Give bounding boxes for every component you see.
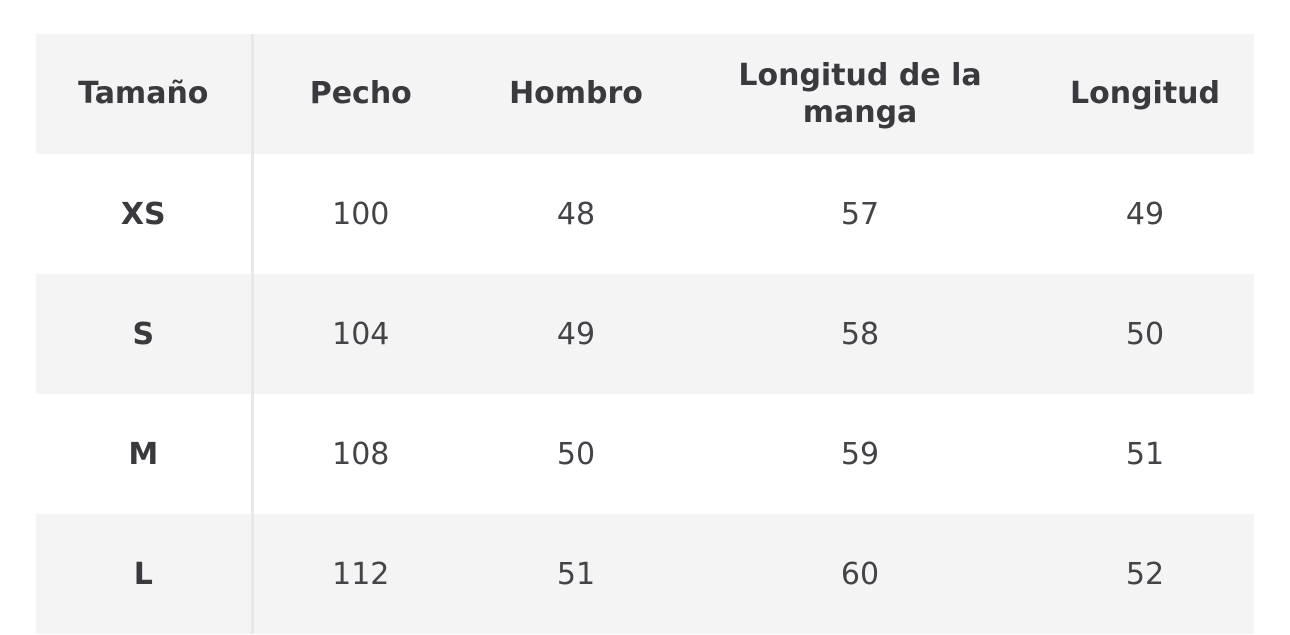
measure-cell: 100: [332, 196, 390, 232]
column-header: Longitud: [1036, 34, 1254, 154]
column-header-text: Longitud de la manga: [738, 57, 982, 131]
measure-cell: 112: [332, 556, 390, 592]
measure-cell: 48: [556, 196, 596, 232]
column-header: Hombro: [468, 34, 684, 154]
measure-cell: 51: [556, 556, 596, 592]
header-row: Tamaño Pecho Hombro Longitud de la manga Lon…: [36, 34, 1254, 154]
size-table: Tamaño Pecho Hombro Longitud de la manga Lon…: [36, 34, 1256, 634]
measure-cell: 52: [1125, 556, 1165, 592]
size-cell: XS: [36, 154, 254, 274]
measure-cell: 60: [840, 556, 880, 592]
measure-cell: 57: [840, 196, 880, 232]
column-header: Tamaño: [36, 34, 254, 154]
measure-cell: 49: [1125, 196, 1165, 232]
measure-cell: 58: [840, 316, 880, 352]
column-header: Longitud de la manga: [684, 34, 1036, 154]
size-row: S 104 49 58 50: [36, 274, 1254, 394]
measure-cell: 49: [556, 316, 596, 352]
measure-cell: 108: [332, 436, 390, 472]
size-row: L 112 51 60 52: [36, 514, 1254, 634]
column-header-text: Tamaño: [78, 76, 209, 112]
measure-cell: 50: [556, 436, 596, 472]
measure-cell: 104: [332, 316, 390, 352]
size-cell: L: [36, 514, 254, 634]
size-table-container: Tamaño Pecho Hombro Longitud de la manga Lon…: [36, 34, 1254, 634]
column-header-text: Pecho: [309, 76, 412, 112]
measure-cell: 59: [840, 436, 880, 472]
size-cell: M: [36, 394, 254, 514]
column-header-text: Longitud: [1069, 76, 1220, 112]
measure-cell: 50: [1125, 316, 1165, 352]
table-body: XS 100 48 57 49 S 104 49 58 50 M 108 50 59 51 L 112 51 60 5…: [36, 154, 1254, 634]
measure-cell: 51: [1125, 436, 1165, 472]
column-header: Pecho: [252, 34, 468, 154]
size-row: XS 100 48 57 49: [36, 154, 1254, 274]
size-cell: S: [36, 274, 254, 394]
column-header-text: Hombro: [509, 76, 643, 112]
size-row: M 108 50 59 51: [36, 394, 1254, 514]
